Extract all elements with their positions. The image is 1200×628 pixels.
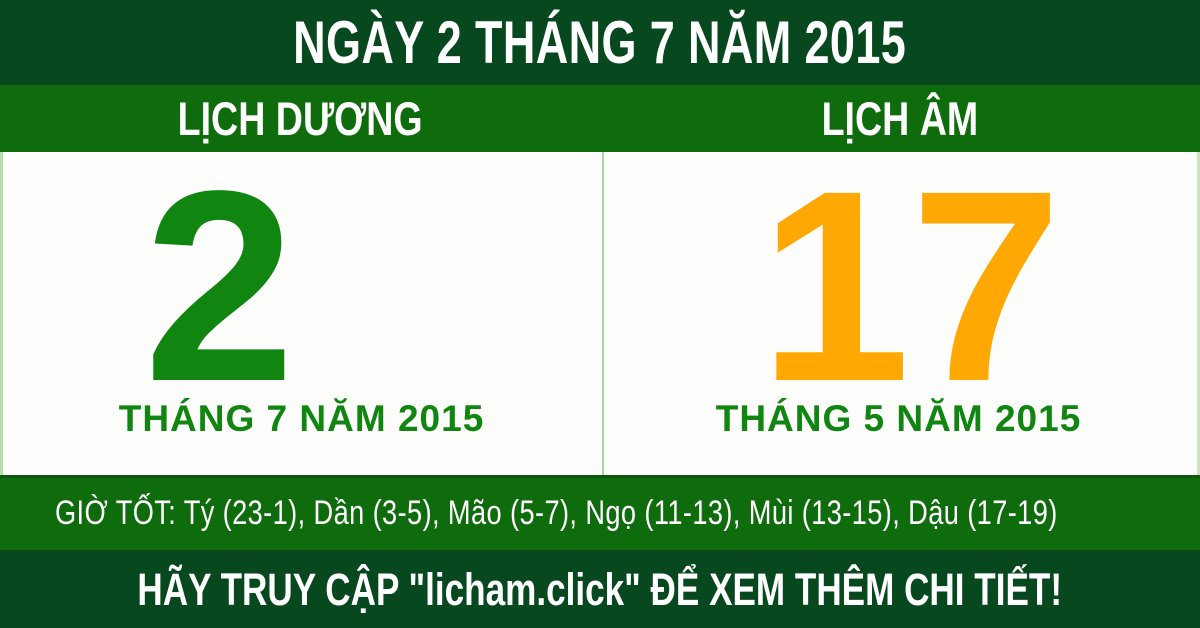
lunar-column-header: LỊCH ÂM — [600, 85, 1200, 152]
footer-bar: HÃY TRUY CẬP "licham.click" ĐỂ XEM THÊM … — [0, 550, 1200, 628]
date-header-title: NGÀY 2 THÁNG 7 NĂM 2015 — [293, 8, 907, 76]
calendar-type-bar: LỊCH DƯƠNG LỊCH ÂM — [0, 85, 1200, 152]
solar-day-number: 2 — [143, 134, 296, 438]
lunar-day-number: 17 — [759, 134, 1062, 438]
lunar-panel: 17 THÁNG 5 NĂM 2015 — [600, 134, 1197, 475]
lunar-column-header-label: LỊCH ÂM — [821, 92, 979, 145]
panel-divider — [602, 152, 604, 475]
footer-cta-text: HÃY TRUY CẬP "licham.click" ĐỂ XEM THÊM … — [137, 563, 1063, 615]
date-header-bar: NGÀY 2 THÁNG 7 NĂM 2015 — [0, 0, 1200, 85]
lunar-month-year-label: THÁNG 5 NĂM 2015 — [715, 398, 1082, 439]
solar-month-year-label: THÁNG 7 NĂM 2015 — [118, 398, 485, 439]
solar-column-header-label: LỊCH DƯƠNG — [177, 92, 423, 145]
good-hours-bar: GIỜ TỐT: Tý (23-1), Dần (3-5), Mão (5-7)… — [0, 475, 1200, 550]
good-hours-text: GIỜ TỐT: Tý (23-1), Dần (3-5), Mão (5-7)… — [55, 493, 1058, 532]
solar-column-header: LỊCH DƯƠNG — [0, 85, 600, 152]
calendar-panels: 2 THÁNG 7 NĂM 2015 17 THÁNG 5 NĂM 2015 — [0, 134, 1200, 475]
solar-panel: 2 THÁNG 7 NĂM 2015 — [3, 134, 600, 475]
